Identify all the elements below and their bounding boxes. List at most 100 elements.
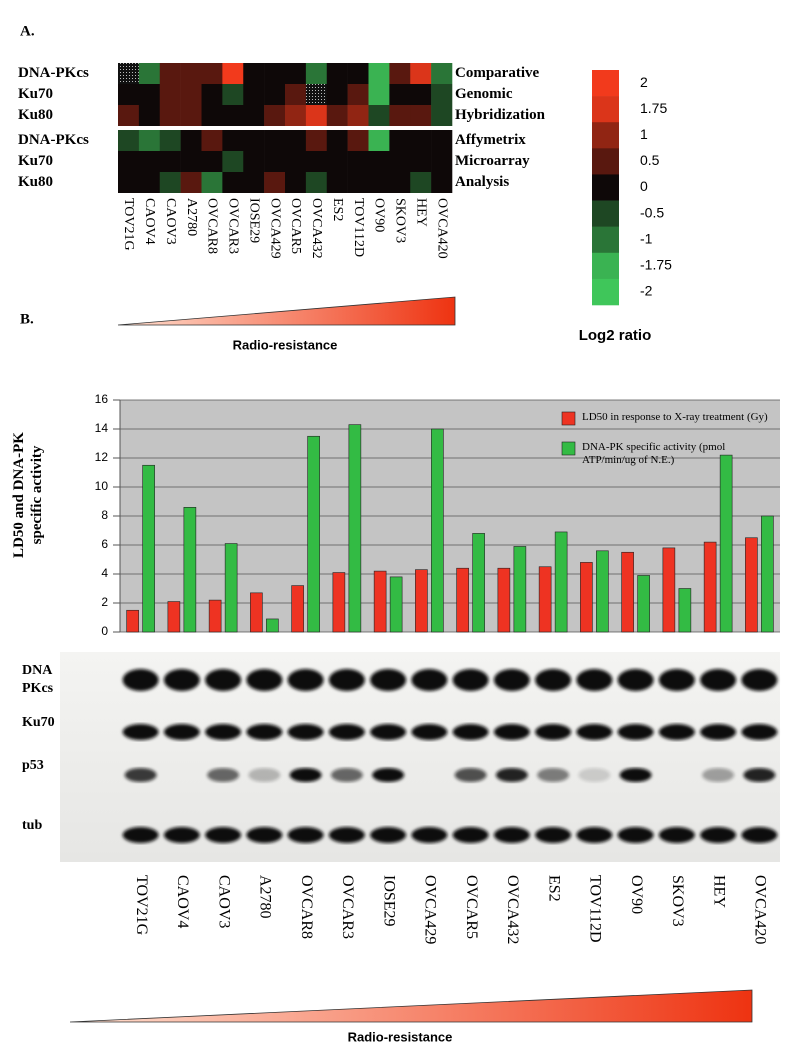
blot-band — [163, 669, 200, 691]
heat-cell — [368, 63, 390, 84]
heat-cell — [368, 151, 390, 172]
lane-label: IOSE29 — [380, 875, 397, 927]
heat-cell — [285, 84, 307, 105]
row-group-label: Affymetrix — [455, 132, 526, 148]
bar — [719, 454, 733, 633]
heat-cell — [264, 172, 286, 193]
blot-row-label: Ku70 — [22, 715, 55, 730]
heat-cell — [264, 151, 286, 172]
colorbar-swatch — [592, 148, 619, 175]
colorbar-tick-label: 2 — [640, 74, 648, 90]
blot-band — [122, 669, 159, 691]
x-tick-label: OVCAR5 — [288, 198, 303, 254]
heat-cell — [326, 151, 348, 172]
bar — [224, 543, 238, 633]
blot-band — [287, 669, 324, 691]
blot-band — [658, 669, 695, 691]
blot-band — [205, 669, 242, 691]
lane-label: ES2 — [545, 875, 562, 902]
heat-cell — [347, 172, 369, 193]
lane-label: OVCA420 — [752, 875, 769, 944]
bar — [183, 506, 197, 633]
row-label: Ku80 — [18, 107, 53, 123]
heat-cell — [243, 172, 265, 193]
panel-label: B. — [20, 311, 34, 327]
blot-band — [700, 827, 737, 843]
blot-band — [493, 669, 530, 691]
bar — [126, 609, 139, 633]
blot-band — [702, 768, 735, 782]
heat-cell — [347, 63, 369, 84]
lane-label: OV90 — [628, 875, 645, 914]
legend-label: DNA-PK specific activity (pmol ATP/min/u… — [582, 441, 726, 466]
heat-cell — [431, 172, 453, 193]
heat-cell — [389, 130, 411, 151]
colorbar-tick-label: 0.5 — [640, 152, 660, 168]
row-label: Ku70 — [18, 86, 53, 102]
heat-cell — [326, 130, 348, 151]
missing-cell — [118, 63, 140, 84]
blot-band — [246, 827, 283, 843]
heat-cell — [138, 130, 161, 151]
colorbar-tick-label: 0 — [640, 178, 648, 194]
heat-cell — [222, 105, 244, 126]
blot-band — [328, 724, 365, 740]
heat-cell — [201, 130, 223, 151]
blot-row-label: DNA PKcs — [22, 663, 54, 696]
heat-cell — [389, 105, 411, 126]
row-label: DNA-PKcs — [18, 132, 89, 148]
blot-band — [246, 724, 283, 740]
heat-cell — [138, 105, 161, 126]
heat-cell — [326, 84, 348, 105]
blot-band — [330, 768, 363, 782]
blot-band — [411, 827, 448, 843]
blot-band — [411, 669, 448, 691]
y-tick-label: 0 — [101, 624, 108, 638]
blot-band — [452, 724, 489, 740]
heat-cell — [201, 172, 223, 193]
heat-cell — [368, 105, 390, 126]
blot-band — [246, 669, 283, 691]
bar — [456, 567, 469, 633]
blot-band — [578, 768, 611, 782]
bar — [678, 588, 692, 633]
heat-cell — [159, 151, 181, 172]
bar — [373, 570, 387, 633]
colorbar-swatch — [592, 122, 619, 149]
y-axis-label: LD50 and DNA-PK specific activity — [11, 432, 45, 558]
blot-band — [617, 724, 654, 740]
blot-band — [287, 724, 324, 740]
row-label: DNA-PKcs — [18, 65, 89, 81]
colorbar-swatch — [592, 226, 619, 254]
blot-band — [163, 724, 200, 740]
x-tick-label: OVCA429 — [267, 198, 282, 259]
row-group-label: Analysis — [455, 174, 509, 190]
heat-cell — [243, 84, 265, 105]
blot-band — [535, 669, 572, 691]
heat-cell — [410, 172, 432, 193]
gradient-triangle — [69, 989, 753, 1023]
lane-label: OVCAR8 — [298, 875, 315, 939]
blot-band — [287, 827, 324, 843]
bar — [431, 428, 444, 633]
colorbar-tick-label: -1.75 — [640, 257, 672, 273]
heat-cell — [243, 105, 265, 126]
lane-label: OVCA432 — [504, 875, 521, 944]
heat-cell — [431, 84, 453, 105]
colorbar-tick-label: 1 — [640, 126, 648, 142]
heat-cell — [305, 63, 328, 84]
blot-band — [122, 724, 159, 740]
blot-band — [124, 768, 157, 782]
lane-label: OVCAR3 — [339, 875, 356, 939]
missing-cell — [305, 84, 328, 105]
lane-label: TOV21G — [133, 875, 150, 936]
blot-band — [535, 724, 572, 740]
bar — [208, 599, 222, 633]
heat-cell — [159, 172, 181, 193]
blot-band — [370, 827, 407, 843]
heat-cell — [180, 84, 202, 105]
bar — [266, 618, 279, 633]
blot-row-label: tub — [22, 818, 43, 833]
heat-cell — [264, 63, 286, 84]
